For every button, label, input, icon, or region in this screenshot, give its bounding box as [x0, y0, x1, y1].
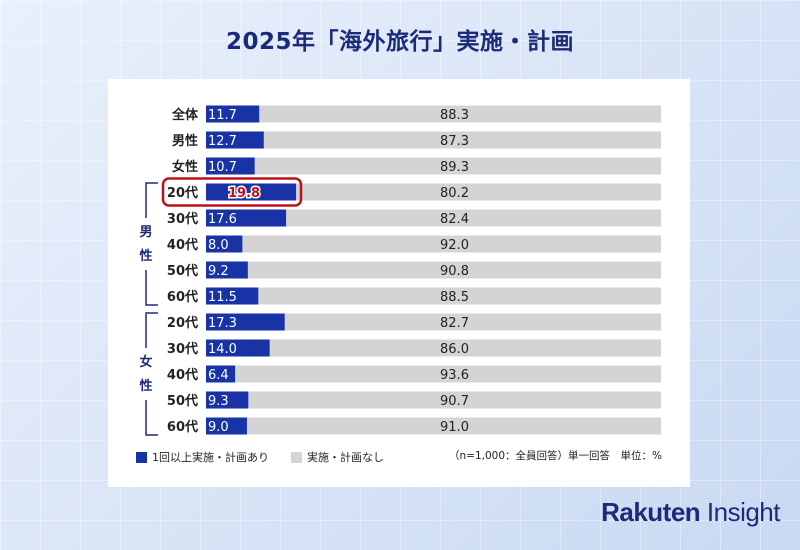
category-label: 50代 — [167, 393, 198, 409]
bar-positive — [206, 417, 247, 435]
legend-label-positive: 1回以上実施・計画あり — [152, 451, 269, 464]
legend-item-positive: 1回以上実施・計画あり — [136, 449, 269, 465]
data-label-negative: 80.2 — [440, 186, 469, 201]
bar-positive — [206, 157, 255, 175]
category-label: 40代 — [167, 367, 198, 383]
bar-chart: 全体 11.7 88.3 男性 12.7 87.3 女性 10.7 89.3 20代 19.8 80.… — [138, 105, 662, 436]
highlight-box — [161, 177, 303, 207]
data-label-negative: 93.6 — [440, 368, 469, 383]
category-label: 30代 — [167, 341, 198, 357]
bar-positive — [206, 287, 259, 305]
group-label: 男性 — [139, 225, 152, 264]
data-label-negative: 86.0 — [440, 342, 469, 357]
bar-negative — [263, 131, 661, 149]
bar-positive — [206, 183, 297, 201]
group-label-bg — [138, 348, 154, 400]
category-label: 全体 — [171, 107, 199, 123]
data-label-positive: 17.6 — [208, 212, 237, 227]
bar-positive — [206, 391, 249, 409]
legend-swatch-blue — [136, 451, 147, 463]
data-label-positive: 12.7 — [208, 134, 237, 149]
category-label: 40代 — [167, 237, 198, 253]
legend-item-negative: 実施・計画なし — [291, 449, 384, 465]
data-label-positive: 11.7 — [208, 108, 237, 123]
bar-positive — [206, 105, 260, 123]
data-label-positive: 17.3 — [208, 316, 237, 331]
data-label-positive: 9.2 — [208, 264, 229, 279]
legend-label-negative: 実施・計画なし — [307, 451, 384, 464]
category-label: 30代 — [167, 211, 198, 227]
bar-positive — [206, 313, 285, 331]
bar-positive — [206, 261, 248, 279]
category-label: 男性 — [172, 133, 198, 149]
brand-logo: Rakuten Insight — [601, 497, 780, 528]
data-label-negative: 88.5 — [440, 290, 469, 305]
bar-negative — [258, 287, 661, 305]
bar-negative — [247, 261, 662, 279]
category-label: 20代 — [167, 315, 198, 331]
bar-positive — [206, 235, 243, 253]
data-label-positive: 6.4 — [208, 368, 229, 383]
bar-negative — [254, 157, 661, 175]
data-label-negative: 88.3 — [440, 108, 469, 123]
data-label-positive: 10.7 — [208, 160, 237, 175]
group-label: 女性 — [139, 354, 152, 394]
data-label-negative: 92.0 — [440, 238, 469, 253]
data-label-positive: 8.0 — [208, 238, 229, 253]
bar-negative — [269, 339, 661, 357]
category-label: 20代 — [167, 185, 198, 201]
bar-negative — [296, 183, 661, 201]
bar-negative — [242, 235, 661, 253]
data-label-negative: 90.7 — [440, 394, 469, 409]
bar-positive — [206, 365, 236, 383]
bar-negative — [248, 391, 661, 409]
brand-name-light: Insight — [706, 497, 781, 527]
bar-positive — [206, 131, 264, 149]
data-label-negative: 82.7 — [440, 316, 469, 331]
data-label-negative: 82.4 — [440, 212, 469, 227]
group-label-bg — [138, 218, 154, 270]
data-label-negative: 89.3 — [440, 160, 469, 175]
bar-negative — [235, 365, 661, 383]
bar-positive — [206, 209, 287, 227]
data-label-positive: 14.0 — [208, 342, 237, 357]
category-label: 女性 — [172, 159, 198, 175]
bar-negative — [286, 209, 661, 227]
category-label: 50代 — [167, 263, 198, 279]
data-label-positive: 9.3 — [208, 394, 229, 409]
bar-negative — [246, 417, 661, 435]
data-label-positive: 19.8 — [228, 186, 260, 201]
brand-name-bold: Rakuten — [601, 497, 701, 527]
bar-positive — [206, 339, 270, 357]
bar-negative — [284, 313, 661, 331]
data-label-positive: 11.5 — [208, 290, 237, 305]
chart-title: 2025年「海外旅行」実施・計画 — [225, 29, 574, 55]
data-label-negative: 91.0 — [440, 420, 469, 435]
data-label-positive: 9.0 — [208, 420, 229, 435]
legend-swatch-gray — [291, 451, 302, 463]
data-label-negative: 90.8 — [440, 264, 469, 279]
chart-panel: 全体 11.7 88.3 男性 12.7 87.3 女性 10.7 89.3 20代 19.8 80.… — [108, 79, 690, 487]
legend: 1回以上実施・計画あり 実施・計画なし — [136, 449, 406, 465]
category-label: 60代 — [167, 289, 198, 305]
data-label-negative: 87.3 — [440, 134, 469, 149]
bar-negative — [259, 105, 661, 123]
category-label: 60代 — [167, 419, 198, 435]
footnote: （n=1,000：全員回答）単一回答 単位：% — [449, 450, 662, 462]
